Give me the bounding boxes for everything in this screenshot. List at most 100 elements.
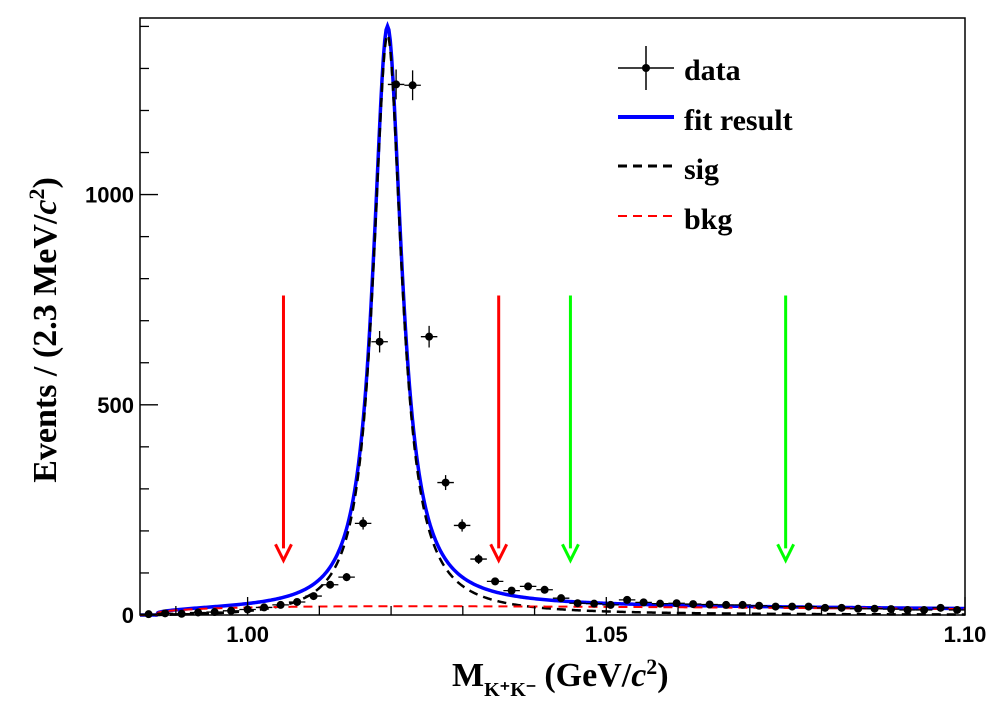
data-point (668, 599, 685, 608)
data-point-marker (260, 603, 269, 612)
legend-label-data: data (684, 54, 741, 87)
data-point (420, 325, 438, 348)
x-axis-title-units: (GeV/ (544, 657, 631, 694)
data-point-marker (755, 601, 764, 610)
window-arrow-head (561, 543, 580, 564)
data-point (618, 595, 636, 604)
data-point (140, 610, 157, 619)
data-point (222, 606, 240, 615)
data-point (783, 602, 801, 611)
data-point (552, 594, 570, 603)
data-point-marker (573, 599, 582, 608)
data-point (585, 599, 603, 608)
data-point-marker (474, 555, 483, 564)
data-point (486, 577, 504, 586)
data-point-marker (408, 81, 417, 90)
data-point (404, 70, 421, 101)
data-point (288, 597, 306, 606)
x-tick-label: 1.00 (226, 622, 269, 647)
data-point-marker (557, 594, 566, 603)
data-point (602, 600, 619, 609)
data-point (767, 602, 784, 611)
data-point-marker (342, 573, 351, 582)
data-point-marker (854, 604, 863, 613)
data-point-marker (441, 478, 450, 487)
data-point (750, 601, 768, 610)
data-point (816, 603, 834, 612)
x-axis-title-subscript: K⁺K⁻ (484, 679, 536, 701)
axes-layer (139, 17, 966, 616)
data-point (206, 608, 223, 617)
data-point (453, 519, 471, 532)
x-axis-title-close: ) (657, 657, 668, 694)
data-point (321, 580, 339, 589)
x-axis-title-c: c (631, 657, 646, 694)
data-point-marker (491, 577, 500, 586)
data-point (833, 603, 850, 612)
data-point-marker (656, 599, 665, 608)
data-point (635, 598, 652, 607)
data-point (519, 582, 537, 591)
data-point-marker (540, 585, 549, 594)
data-point-marker (623, 595, 632, 604)
x-axis-title-sup: 2 (646, 654, 657, 679)
data-point-marker (276, 600, 285, 609)
data-point-marker (524, 582, 533, 591)
window-arrow-head (274, 543, 293, 564)
window-arrow (489, 295, 509, 564)
data-point-marker (738, 600, 747, 609)
data-point (338, 573, 355, 582)
data-point (651, 599, 669, 608)
data-point-marker (936, 603, 945, 612)
data-point-marker (953, 605, 962, 614)
y-axis-title-sup: 2 (24, 189, 49, 200)
data-point (948, 605, 966, 614)
data-point (503, 586, 520, 595)
legend-data-marker-dot (642, 64, 650, 72)
data-point (800, 602, 817, 611)
y-axis-title-c: c (27, 200, 64, 215)
data-point (866, 604, 883, 613)
data-points-layer (140, 69, 966, 619)
legend-label-bkg: bkg (684, 203, 732, 236)
data-point-marker (458, 521, 467, 530)
data-point (305, 592, 322, 601)
data-point-marker (821, 603, 830, 612)
data-point-marker (227, 606, 236, 615)
data-point (717, 600, 735, 609)
data-point (899, 605, 916, 614)
data-point (684, 600, 702, 609)
legend-entry-data: data (618, 46, 741, 90)
data-point (915, 605, 933, 614)
data-point-marker (903, 605, 912, 614)
window-arrow (776, 295, 795, 564)
data-point (569, 599, 586, 608)
data-point-marker (375, 337, 384, 346)
data-point (536, 585, 553, 594)
y-tick-label: 0 (122, 603, 134, 628)
data-point-marker (326, 580, 335, 589)
x-tick-label: 1.10 (944, 622, 987, 647)
data-point (354, 517, 372, 530)
window-arrow-head (776, 543, 795, 564)
legend: data fit result sig bkg (618, 46, 793, 236)
data-point-marker (837, 603, 846, 612)
x-tick-label: 1.05 (585, 622, 628, 647)
data-point-marker (309, 592, 318, 601)
data-point (255, 603, 273, 612)
data-point-marker (788, 602, 797, 611)
data-point-marker (606, 600, 615, 609)
legend-entry-sig: sig (618, 153, 719, 186)
data-point-marker (722, 600, 731, 609)
data-point-marker (771, 602, 780, 611)
legend-label-fit: fit result (684, 104, 793, 137)
legend-entry-bkg: bkg (618, 203, 732, 236)
data-point (470, 554, 487, 564)
legend-entry-fit: fit result (618, 104, 793, 137)
data-point-marker (639, 598, 648, 607)
data-point-marker (161, 609, 170, 618)
y-tick-label: 500 (97, 393, 134, 418)
window-arrow-head (489, 543, 509, 564)
data-point-marker (705, 600, 714, 609)
data-point-marker (590, 599, 599, 608)
